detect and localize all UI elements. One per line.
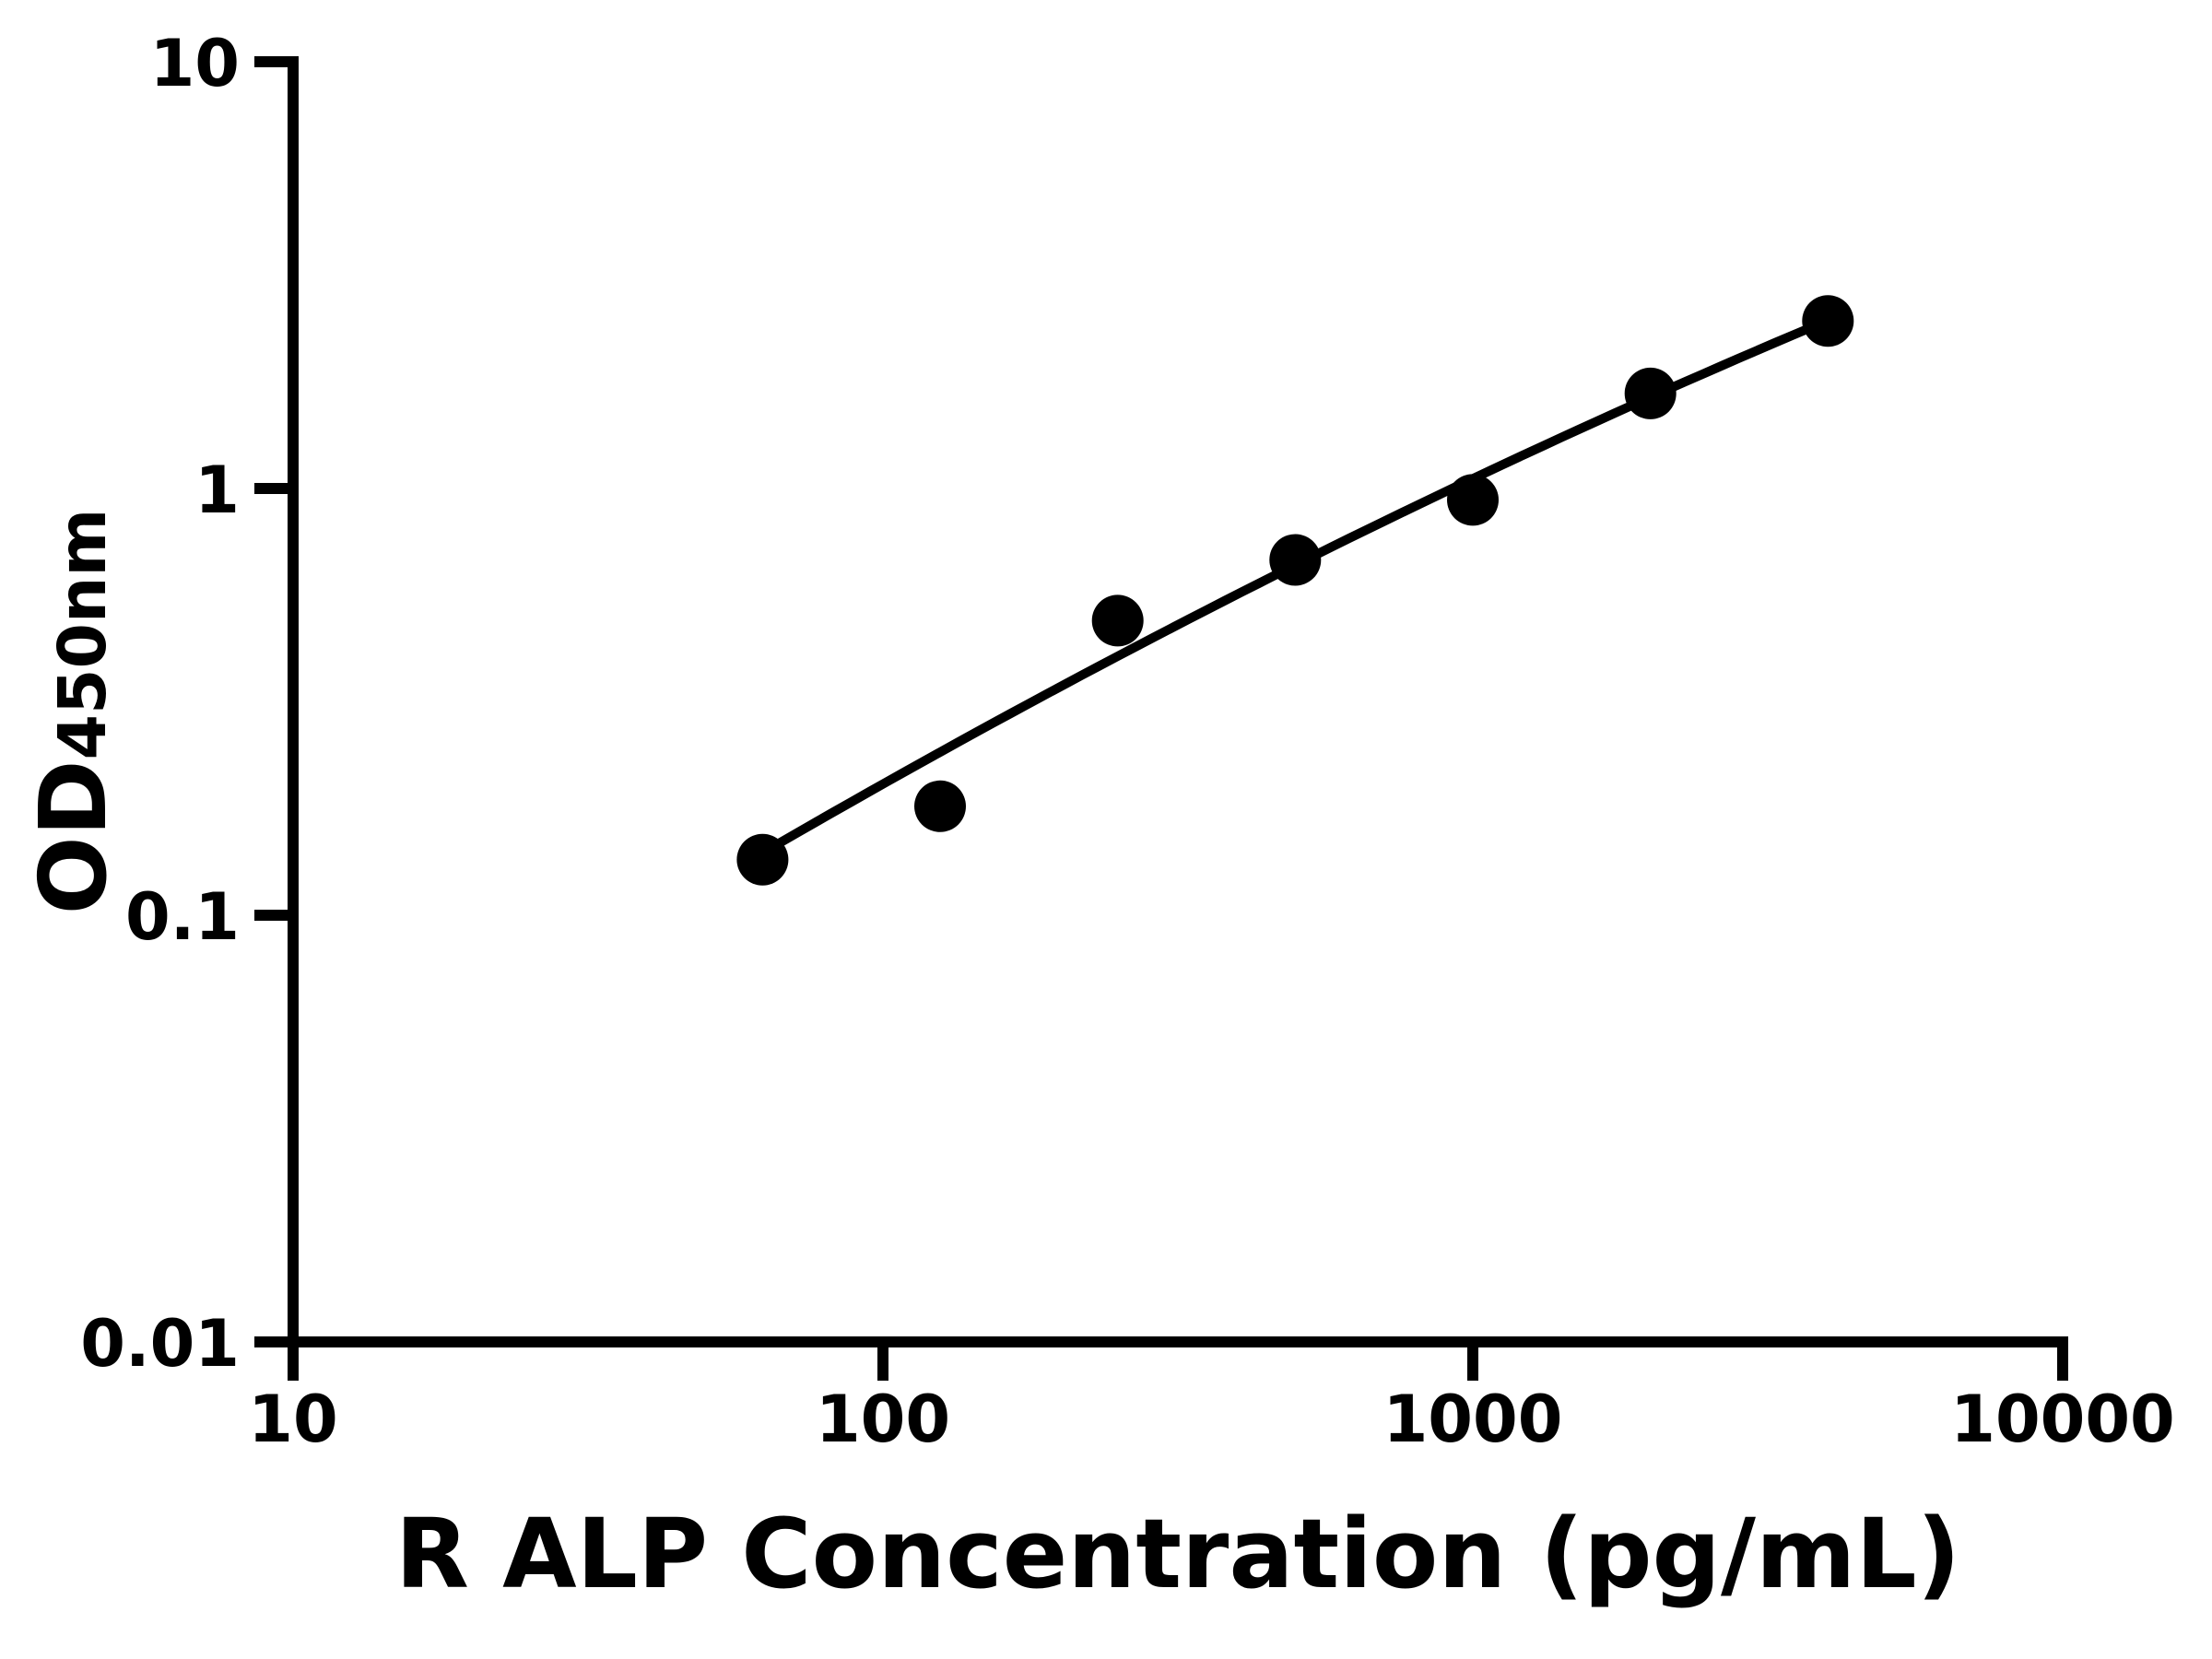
y-tick-label: 10 — [150, 26, 240, 101]
data-point — [1624, 367, 1677, 419]
data-point — [914, 780, 966, 832]
x-tick-label: 10 — [248, 1382, 337, 1457]
data-point — [1802, 295, 1854, 347]
y-tick-label: 0.01 — [80, 1306, 240, 1382]
x-tick-label: 10000 — [1950, 1382, 2175, 1457]
y-tick-label: 1 — [194, 453, 240, 528]
data-point — [1091, 594, 1144, 647]
y-axis-title-main: OD — [19, 759, 127, 915]
x-tick-label: 1000 — [1383, 1382, 1563, 1457]
x-axis-title: R ALP Concentration (pg/mL) — [394, 1498, 1961, 1610]
y-axis-title-subscript: 450nm — [44, 508, 121, 760]
data-point — [736, 833, 789, 886]
y-tick-label: 0.1 — [125, 879, 240, 955]
data-point — [1447, 474, 1499, 526]
x-tick-label: 100 — [816, 1382, 950, 1457]
data-point — [1269, 534, 1322, 586]
y-axis-title: OD450nm — [19, 508, 127, 915]
